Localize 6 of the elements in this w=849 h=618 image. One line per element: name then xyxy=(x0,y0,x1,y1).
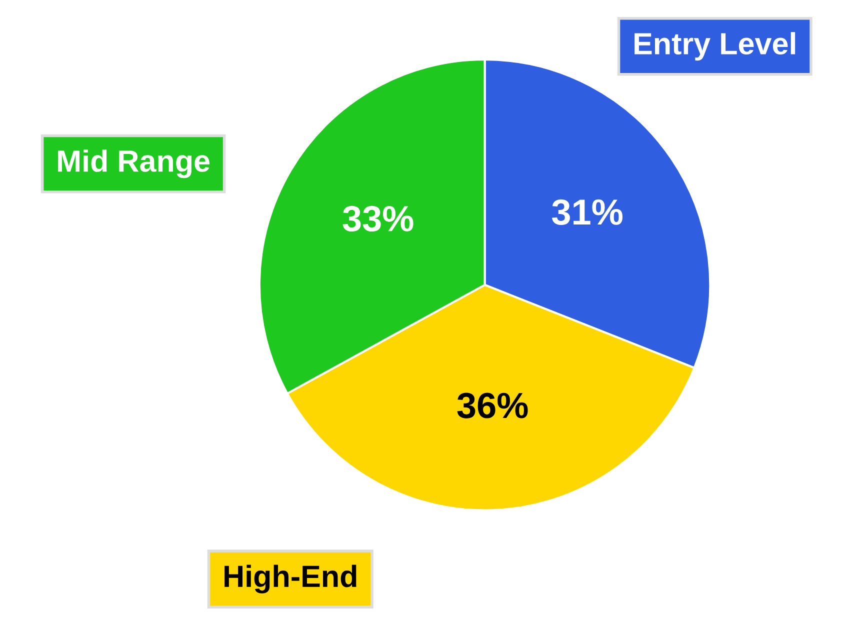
data-label: 36% xyxy=(457,392,528,418)
slice-label: High-End xyxy=(224,564,356,594)
data-label: 33% xyxy=(342,206,414,232)
data-label: 31% xyxy=(552,199,622,225)
slice-label: Entry Level xyxy=(634,32,796,61)
slice-label: Mid Range xyxy=(58,149,210,178)
